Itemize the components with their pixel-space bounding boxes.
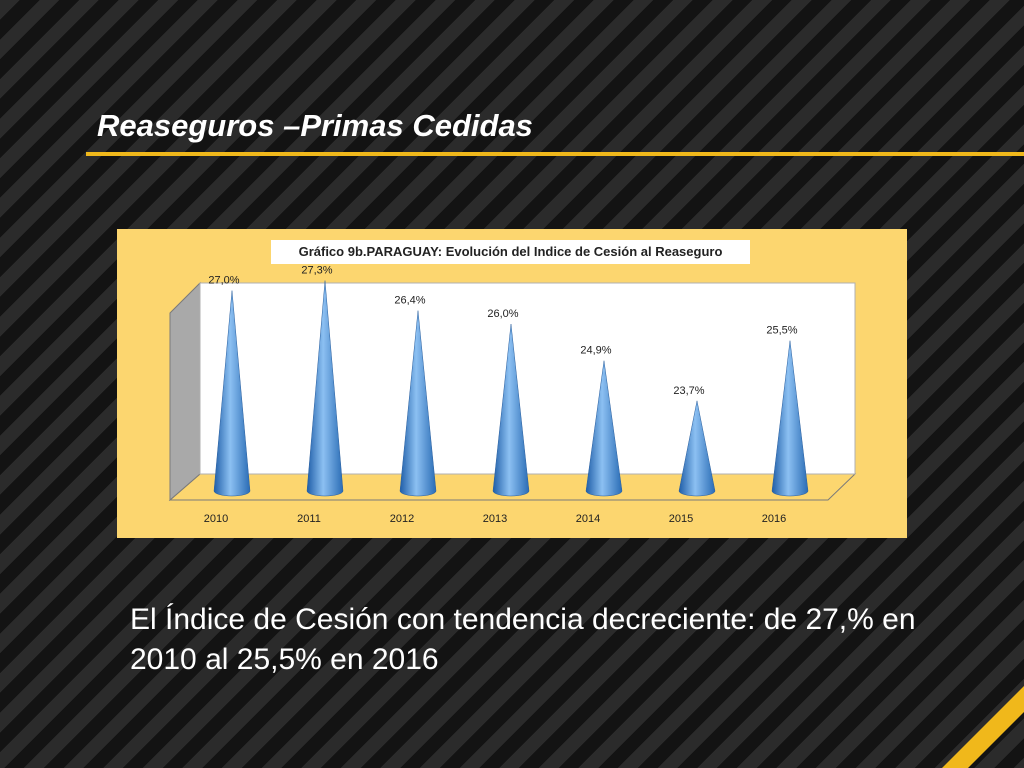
data-label-2012: 26,4%: [394, 295, 425, 307]
x-tick-label-2015: 2015: [669, 513, 693, 525]
x-tick-label-2011: 2011: [297, 513, 321, 525]
data-label-2014: 24,9%: [580, 345, 611, 357]
plot-side-wall: [169, 281, 201, 502]
data-label-2010: 27,0%: [208, 275, 239, 287]
cone-bar-2015: [678, 400, 716, 497]
cone-bar-2014: [585, 360, 623, 497]
x-tick-label-2014: 2014: [576, 513, 600, 525]
plot-back-wall: [199, 282, 856, 475]
x-tick-label-2012: 2012: [390, 513, 414, 525]
cone-bar-2010: [213, 290, 251, 497]
data-label-2013: 26,0%: [487, 308, 518, 320]
slide-title: Reaseguros –Primas Cedidas: [97, 108, 533, 143]
cone-bar-2012: [399, 310, 437, 497]
x-tick-label-2010: 2010: [204, 513, 228, 525]
x-tick-label-2016: 2016: [762, 513, 786, 525]
corner-stripe-decoration: [942, 686, 1024, 768]
title-underline: [86, 152, 1024, 156]
chart-title: Gráfico 9b.PARAGUAY: Evolución del Indic…: [271, 240, 750, 264]
slide-body-text: El Índice de Cesión con tendencia decrec…: [130, 603, 916, 676]
x-tick-label-2013: 2013: [483, 513, 507, 525]
data-label-2015: 23,7%: [673, 385, 704, 397]
cone-bar-2011: [306, 280, 344, 497]
cone-chart: 27,0% 2010 27,3% 2011 26,4% 2012 26,0% 2013 24,9…: [168, 265, 857, 525]
data-label-2016: 25,5%: [766, 325, 797, 337]
cone-bar-2013: [492, 323, 530, 497]
cone-bar-2016: [771, 340, 809, 497]
data-label-2011: 27,3%: [301, 265, 332, 277]
